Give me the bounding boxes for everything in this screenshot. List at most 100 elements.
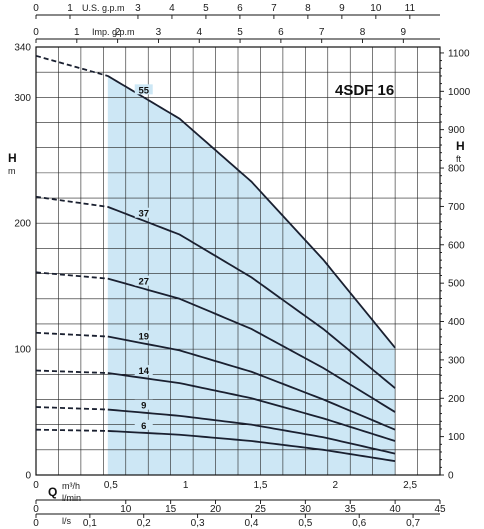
right-axis-label: H [456, 139, 465, 153]
impgpm-tick-label: 2 [115, 27, 121, 38]
usgpm-tick-label: 1 [67, 3, 73, 14]
m3h-tick-label: 0,5 [104, 480, 118, 491]
curve-9 [107, 408, 396, 455]
left-axis-unit: m [8, 166, 16, 176]
ls-tick-label: 0,1 [83, 518, 97, 529]
curve-label-bg [134, 419, 153, 430]
left-tick-label: 300 [14, 93, 31, 104]
operating-range-area [107, 75, 396, 475]
ls-axis-unit: l/s [62, 516, 72, 526]
curve-27 [107, 277, 396, 413]
right-tick-label: 900 [448, 125, 465, 136]
curve-label-55: 55 [138, 85, 149, 96]
ls-tick-label: 0,4 [245, 518, 259, 529]
curve-19 [107, 335, 396, 431]
m3h-axis-unit: m³/h [62, 481, 80, 491]
lmin-tick-label: 20 [210, 504, 222, 515]
grid [35, 46, 441, 476]
lmin-tick-label: 10 [120, 504, 132, 515]
left-tick-label: 100 [14, 345, 31, 356]
curve-14 [107, 372, 396, 442]
impgpm-tick-label: 1 [74, 27, 80, 38]
right-tick-label: 200 [448, 394, 465, 405]
impgpm-tick-label: 4 [196, 27, 202, 38]
right-tick-label: 500 [448, 279, 465, 290]
tick-labels: 0100200300340010020030040050060070080090… [14, 3, 470, 529]
m3h-tick-label: 0 [33, 480, 39, 491]
ls-tick-label: 0,7 [406, 518, 420, 529]
right-tick-label: 1000 [448, 87, 471, 98]
right-tick-label: 100 [448, 432, 465, 443]
usgpm-tick-label: 10 [370, 3, 382, 14]
curve-55 [107, 75, 396, 349]
chart-title: 4SDF 16 [335, 82, 394, 99]
impgpm-tick-label: 9 [401, 27, 407, 38]
plot-frame [35, 46, 441, 476]
impgpm-tick-label: 3 [156, 27, 162, 38]
curve-label-bg [134, 399, 153, 410]
ls-tick-label: 0,6 [352, 518, 366, 529]
ls-tick-label: 0,3 [191, 518, 205, 529]
curve-label-bg [134, 330, 153, 341]
lmin-tick-label: 25 [255, 504, 267, 515]
curve-label-19: 19 [138, 331, 149, 342]
lmin-axis-unit: l/min [62, 493, 81, 503]
curve-label-9: 9 [141, 401, 146, 412]
right-tick-label: 1100 [448, 48, 470, 59]
impgpm-tick-label: 0 [33, 27, 39, 38]
curve-37 [107, 206, 396, 389]
usgpm-tick-label: 11 [405, 3, 416, 14]
q-axis-label: Q [48, 485, 57, 499]
usgpm-tick-label: 6 [237, 3, 243, 14]
ls-tick-label: 0 [33, 518, 39, 529]
curve-label-27: 27 [138, 277, 149, 288]
lmin-tick-label: 0 [33, 504, 39, 515]
lmin-tick-label: 15 [165, 504, 177, 515]
curve-37-dashed [35, 195, 108, 208]
right-tick-label: 600 [448, 240, 465, 251]
left-tick-label: 200 [14, 219, 31, 230]
curve-label-14: 14 [138, 366, 149, 377]
m3h-tick-label: 1,5 [253, 480, 267, 491]
lmin-tick-label: 40 [390, 504, 402, 515]
usgpm-tick-label: 4 [169, 3, 175, 14]
impgpm-axis-unit: Imp. g.p.m [92, 27, 135, 37]
curve-label-bg [134, 275, 153, 286]
curve-6-dashed [35, 428, 108, 432]
curve-label-bg [134, 84, 153, 95]
left-tick-label: 0 [25, 471, 31, 482]
impgpm-tick-label: 6 [278, 27, 284, 38]
right-tick-label: 300 [448, 355, 465, 366]
usgpm-tick-label: 3 [135, 3, 141, 14]
right-axis-unit: ft [456, 154, 462, 164]
m3h-tick-label: 1 [183, 480, 189, 491]
usgpm-tick-label: 5 [203, 3, 209, 14]
curve-label-bg [134, 365, 153, 376]
curve-9-dashed [35, 406, 108, 411]
impgpm-tick-label: 5 [237, 27, 243, 38]
lmin-tick-label: 30 [300, 504, 312, 515]
lmin-tick-label: 45 [434, 504, 446, 515]
usgpm-tick-label: 9 [339, 3, 345, 14]
ls-tick-label: 0,5 [298, 518, 312, 529]
right-tick-label: 0 [448, 471, 454, 482]
curve-19-dashed [35, 331, 108, 338]
ls-tick-label: 0,2 [137, 518, 151, 529]
curve-27-dashed [35, 271, 108, 280]
curve-label-bg [134, 207, 153, 218]
m3h-tick-label: 2,5 [403, 480, 417, 491]
impgpm-tick-label: 8 [360, 27, 366, 38]
curve-55-dashed [35, 54, 109, 77]
left-axis-label: H [8, 151, 17, 165]
usgpm-tick-label: 7 [271, 3, 277, 14]
usgpm-tick-label: 0 [33, 3, 39, 14]
right-tick-label: 800 [448, 164, 465, 175]
axis-labels: 4SDF 16 H m H ft Q m³/h l/min l/s U.S. g… [8, 3, 465, 526]
curve-label-37: 37 [138, 209, 149, 220]
left-tick-label: 340 [14, 43, 31, 54]
right-tick-label: 400 [448, 317, 465, 328]
usgpm-tick-label: 8 [305, 3, 311, 14]
lmin-tick-label: 35 [345, 504, 357, 515]
curve-14-dashed [35, 369, 108, 374]
